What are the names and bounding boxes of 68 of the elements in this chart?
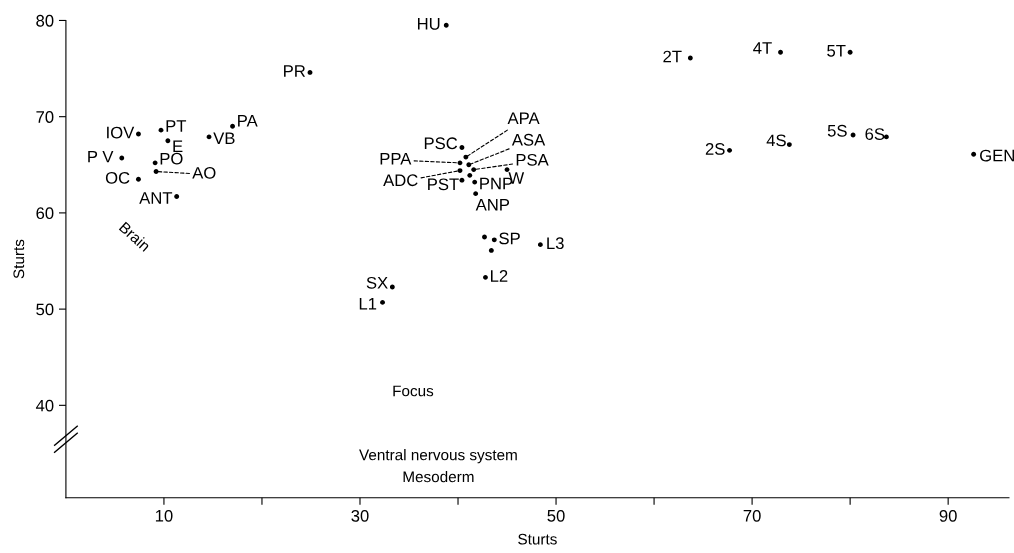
point xyxy=(165,138,171,144)
annotation: 4T xyxy=(753,42,772,54)
annotation: L1 xyxy=(359,298,377,310)
annotation: Focus xyxy=(393,385,434,397)
x-tick-label: 30 xyxy=(351,509,369,522)
annotation: ASA xyxy=(511,133,546,146)
annotation: P V xyxy=(88,150,114,163)
y-tick-label: 40 xyxy=(35,399,54,412)
point xyxy=(230,123,235,129)
annotation: 5T xyxy=(827,45,846,57)
annotation: APA xyxy=(507,112,540,124)
point xyxy=(136,176,141,182)
annotation: Ventral nervous system xyxy=(359,449,517,464)
annotation: PSA xyxy=(516,153,549,166)
annotation: VB xyxy=(213,132,235,144)
annotation: 2T xyxy=(663,50,682,63)
x-tick-label: 90 xyxy=(939,509,957,522)
point xyxy=(443,22,449,28)
point xyxy=(847,49,853,55)
annotation: HU xyxy=(417,18,440,30)
point xyxy=(483,274,488,280)
x-tick-label: 70 xyxy=(743,509,761,522)
point xyxy=(488,247,494,253)
annotation: ADC xyxy=(383,174,418,187)
annotation: 6S xyxy=(865,128,885,140)
x-tick-label: 50 xyxy=(547,509,565,522)
annotation: L2 xyxy=(491,270,508,282)
y-tick-label: 50 xyxy=(36,303,54,316)
annotation: E xyxy=(173,140,183,152)
point xyxy=(971,151,977,157)
annotation: 4S xyxy=(766,134,786,147)
point xyxy=(537,242,543,248)
annotation: ANT xyxy=(139,192,173,204)
point xyxy=(727,147,732,153)
point xyxy=(380,299,385,305)
annotation: SP xyxy=(499,232,520,245)
point xyxy=(491,237,497,243)
annotation: PA xyxy=(238,114,258,127)
annotation: L3 xyxy=(547,237,564,250)
y-tick-label: 80 xyxy=(36,14,54,27)
annotation: SX xyxy=(366,276,388,289)
annotation: PSC xyxy=(424,137,458,150)
point xyxy=(778,49,783,55)
annotation: IOV xyxy=(107,126,135,139)
annotation: PR xyxy=(284,65,306,77)
annotation: PST xyxy=(428,178,459,191)
annotation: OC xyxy=(105,171,130,184)
x-axis-title: Sturts xyxy=(518,533,557,545)
annotation: 2S xyxy=(705,143,725,155)
y-tick-label: 70 xyxy=(36,111,54,123)
annotation: PPA xyxy=(380,152,412,165)
y-axis-title: Sturts xyxy=(13,239,25,279)
annotation: PT xyxy=(166,120,187,132)
point xyxy=(174,194,180,199)
annotation: ANP xyxy=(475,199,510,211)
point xyxy=(467,172,473,178)
x-tick-label: 10 xyxy=(155,509,173,522)
point xyxy=(786,142,792,148)
y-tick-label: 60 xyxy=(36,207,54,220)
annotation: PO xyxy=(160,152,183,165)
point xyxy=(389,284,395,290)
annotation: 5S xyxy=(827,124,847,137)
annotation: Mesoderm xyxy=(403,471,474,483)
point xyxy=(119,155,125,161)
point xyxy=(687,55,693,61)
annotation: AO xyxy=(192,166,216,179)
point xyxy=(473,191,479,197)
annotation: GEN xyxy=(980,149,1014,162)
